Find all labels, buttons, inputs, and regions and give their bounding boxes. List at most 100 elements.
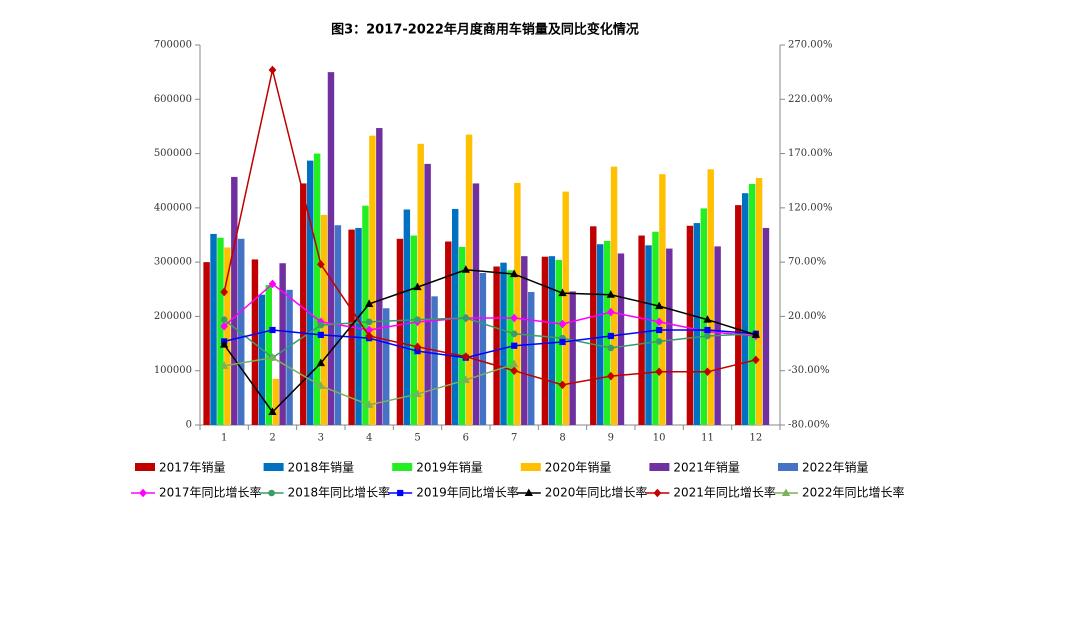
legend-label: 2018年销量	[288, 461, 355, 475]
bar	[320, 214, 328, 425]
point	[268, 489, 275, 497]
bar	[638, 235, 645, 425]
line	[223, 317, 756, 359]
bar	[376, 128, 383, 426]
point	[365, 400, 374, 408]
point	[413, 282, 422, 291]
line	[223, 329, 756, 359]
bar	[569, 291, 576, 425]
legend-swatch	[778, 463, 798, 471]
bar	[596, 244, 604, 425]
legend-swatch	[263, 463, 284, 471]
legend-label: 2018年同比增长率	[288, 485, 391, 500]
bar	[300, 183, 307, 425]
legend-label: 2021年销量	[673, 461, 740, 475]
point	[607, 344, 615, 352]
point	[781, 488, 791, 496]
bar	[700, 208, 707, 425]
point	[524, 488, 533, 496]
point	[365, 331, 374, 341]
y2-tick-label: 220.00%	[788, 94, 833, 105]
bar	[286, 289, 293, 425]
line	[223, 69, 757, 386]
bar	[666, 248, 673, 425]
x-tick-label: 9	[608, 433, 614, 444]
bar	[541, 256, 549, 425]
point	[751, 330, 760, 338]
point	[558, 288, 567, 297]
x-tick-label: 5	[414, 433, 420, 444]
point	[316, 260, 325, 269]
bar	[548, 256, 556, 425]
bar	[748, 183, 756, 425]
bar	[528, 292, 535, 425]
legend-label: 2020年销量	[545, 461, 612, 475]
x-tick-label: 2	[269, 433, 275, 444]
point	[269, 326, 276, 334]
bar	[645, 245, 652, 425]
point	[268, 407, 277, 415]
point	[397, 489, 404, 497]
y-tick-label: 100000	[154, 365, 192, 376]
legend-label: 2020年同比增长率	[545, 485, 648, 500]
point	[461, 375, 470, 383]
point	[558, 380, 567, 390]
bar	[562, 191, 569, 425]
legend-label: 2017年同比增长率	[159, 485, 262, 500]
bar	[617, 253, 625, 425]
legend-label: 2021年同比增长率	[673, 485, 776, 500]
point	[316, 358, 325, 367]
point	[316, 381, 325, 389]
point	[655, 301, 664, 310]
point	[606, 290, 615, 298]
point	[559, 338, 566, 346]
bar	[410, 235, 417, 425]
bar	[224, 247, 231, 425]
bar	[362, 205, 369, 425]
y2-tick-label: 170.00%	[788, 148, 833, 159]
bar	[686, 225, 694, 425]
bar	[313, 153, 321, 426]
point	[317, 321, 325, 329]
y2-tick-label: 120.00%	[788, 202, 833, 213]
bar	[306, 160, 314, 425]
bar	[210, 233, 217, 425]
point	[656, 326, 663, 334]
bar	[431, 296, 438, 425]
legend-label: 2017年销量	[159, 461, 226, 475]
legend-label: 2022年销量	[802, 461, 869, 475]
x-tick-label: 3	[318, 433, 324, 444]
point	[703, 315, 712, 323]
point	[510, 269, 519, 278]
point	[461, 265, 470, 273]
y-tick-label: 0	[186, 420, 192, 431]
legend-swatch	[392, 463, 413, 471]
point	[220, 287, 229, 297]
point	[606, 371, 615, 381]
bar	[735, 205, 742, 425]
bar	[458, 246, 466, 425]
bar	[693, 223, 701, 425]
bar	[707, 169, 714, 425]
point	[655, 317, 664, 327]
bar	[279, 263, 286, 425]
point	[268, 353, 277, 361]
point	[220, 316, 228, 323]
bar	[369, 135, 376, 425]
point	[139, 488, 147, 498]
bar	[403, 209, 411, 425]
point	[365, 299, 374, 307]
line	[223, 268, 757, 414]
bar	[762, 227, 770, 425]
bar	[272, 378, 279, 425]
chart-title: 图3：2017-2022年月度商用车销量及同比变化情况	[331, 22, 639, 38]
bar	[355, 227, 362, 425]
x-tick-label: 11	[701, 433, 714, 444]
bar	[238, 238, 245, 425]
y-tick-label: 200000	[154, 311, 192, 322]
x-tick-label: 4	[366, 433, 372, 444]
point	[413, 389, 422, 398]
bar	[251, 259, 259, 425]
x-tick-label: 10	[653, 433, 666, 444]
